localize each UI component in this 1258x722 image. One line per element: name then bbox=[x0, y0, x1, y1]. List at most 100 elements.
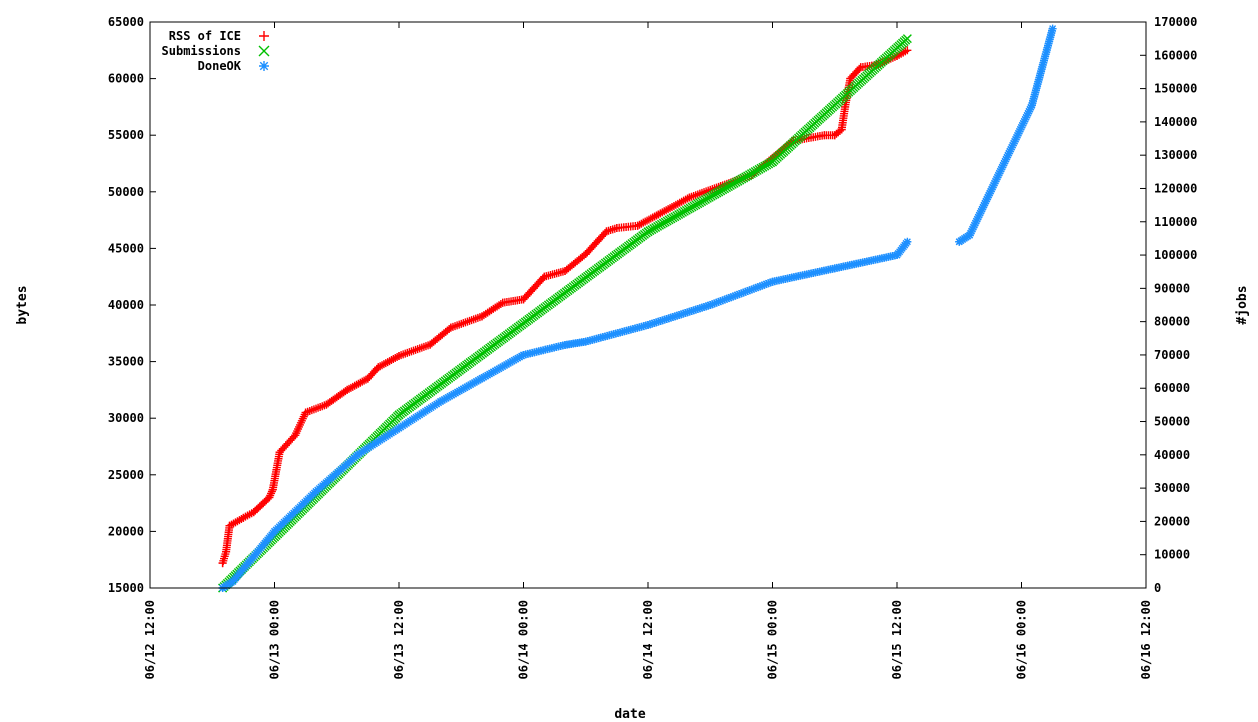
series-point bbox=[229, 577, 237, 586]
series-marker bbox=[1022, 113, 1031, 122]
y2-tick-label: 40000 bbox=[1154, 448, 1190, 462]
y2-tick-label: 160000 bbox=[1154, 48, 1197, 62]
x-tick-label: 06/15 00:00 bbox=[766, 600, 780, 679]
series-marker bbox=[724, 294, 733, 303]
legend-marker bbox=[259, 31, 269, 41]
series-marker bbox=[979, 203, 988, 212]
series-marker bbox=[980, 199, 989, 208]
series-point bbox=[478, 312, 486, 321]
x-tick-label: 06/16 00:00 bbox=[1015, 600, 1029, 679]
series-marker bbox=[733, 290, 742, 299]
series-marker bbox=[747, 285, 756, 294]
series-point bbox=[363, 374, 372, 383]
legend-label: RSS of ICE bbox=[169, 29, 241, 43]
series-marker bbox=[731, 291, 740, 300]
series-marker bbox=[708, 300, 717, 309]
series-marker bbox=[727, 293, 735, 302]
series-marker bbox=[1024, 109, 1033, 118]
y-tick-label: 55000 bbox=[108, 128, 144, 142]
series-marker bbox=[978, 205, 987, 214]
series-submissions bbox=[218, 34, 912, 593]
series-point bbox=[268, 485, 277, 494]
series-marker bbox=[1013, 131, 1022, 140]
x-tick-label: 06/13 12:00 bbox=[392, 600, 406, 679]
y-tick-label: 35000 bbox=[108, 355, 144, 369]
x-tick-label: 06/14 12:00 bbox=[641, 600, 655, 679]
series-marker bbox=[994, 171, 1003, 180]
series-marker bbox=[989, 181, 998, 190]
series-point bbox=[965, 231, 974, 240]
series-marker bbox=[1023, 111, 1032, 120]
series-marker bbox=[1004, 149, 1013, 158]
series-marker bbox=[984, 191, 993, 200]
series-marker bbox=[756, 282, 765, 291]
y-tick-label: 65000 bbox=[108, 15, 144, 29]
series-point bbox=[426, 340, 435, 349]
series-point bbox=[1027, 101, 1036, 110]
y-tick-label: 15000 bbox=[108, 581, 144, 595]
series-marker bbox=[1017, 123, 1026, 132]
series-point bbox=[275, 448, 284, 457]
y2-axis-label: #jobs bbox=[1235, 285, 1250, 324]
series-marker bbox=[716, 297, 725, 306]
series-marker bbox=[1007, 143, 1016, 152]
series-marker bbox=[751, 283, 760, 292]
series-point bbox=[654, 210, 663, 219]
x-tick-label: 06/13 00:00 bbox=[268, 600, 282, 679]
series-point bbox=[903, 46, 912, 55]
series-point bbox=[820, 131, 829, 140]
series-point bbox=[902, 34, 912, 44]
series-point bbox=[561, 340, 569, 349]
series-point bbox=[265, 493, 274, 502]
series-marker bbox=[977, 207, 986, 216]
y-axis-label: bytes bbox=[15, 285, 30, 324]
y2-tick-label: 130000 bbox=[1154, 148, 1197, 162]
series-marker bbox=[720, 295, 729, 304]
series-marker bbox=[722, 294, 731, 303]
legend-marker bbox=[259, 61, 269, 71]
series-point bbox=[519, 295, 528, 304]
series-point bbox=[249, 508, 258, 517]
y2-tick-label: 100000 bbox=[1154, 248, 1197, 262]
series-marker bbox=[712, 298, 721, 307]
series-marker bbox=[1009, 139, 1018, 148]
series-marker bbox=[739, 288, 748, 297]
series-marker bbox=[985, 189, 994, 198]
series-point bbox=[291, 431, 300, 440]
series-marker bbox=[998, 163, 1007, 172]
series-point bbox=[837, 125, 846, 134]
series-marker bbox=[974, 213, 983, 222]
y2-tick-label: 0 bbox=[1154, 581, 1161, 595]
series-marker bbox=[988, 183, 997, 192]
y-tick-label: 40000 bbox=[108, 298, 144, 312]
series-point bbox=[581, 337, 590, 346]
series-point bbox=[561, 267, 569, 276]
series-marker bbox=[1003, 151, 1012, 160]
series-marker bbox=[981, 197, 990, 206]
y-tick-label: 50000 bbox=[108, 185, 144, 199]
series-marker bbox=[1021, 115, 1030, 124]
series-point bbox=[239, 513, 248, 522]
series-marker bbox=[766, 278, 775, 287]
series-marker bbox=[991, 177, 1000, 186]
series-point bbox=[446, 323, 455, 332]
series-marker bbox=[745, 286, 754, 295]
series-point bbox=[218, 559, 227, 568]
y2-tick-label: 90000 bbox=[1154, 281, 1190, 295]
series-point bbox=[903, 237, 912, 246]
series-point bbox=[602, 227, 611, 236]
series-marker bbox=[1011, 135, 1020, 144]
series-marker bbox=[975, 211, 984, 220]
series-marker bbox=[743, 287, 752, 296]
series-point bbox=[540, 272, 549, 281]
series-marker bbox=[986, 187, 995, 196]
y2-tick-label: 50000 bbox=[1154, 415, 1190, 429]
series-marker bbox=[967, 227, 976, 236]
series-marker bbox=[393, 352, 402, 361]
y2-tick-label: 70000 bbox=[1154, 348, 1190, 362]
series-point bbox=[612, 224, 621, 233]
series-point bbox=[768, 157, 777, 167]
series-point bbox=[685, 193, 694, 202]
